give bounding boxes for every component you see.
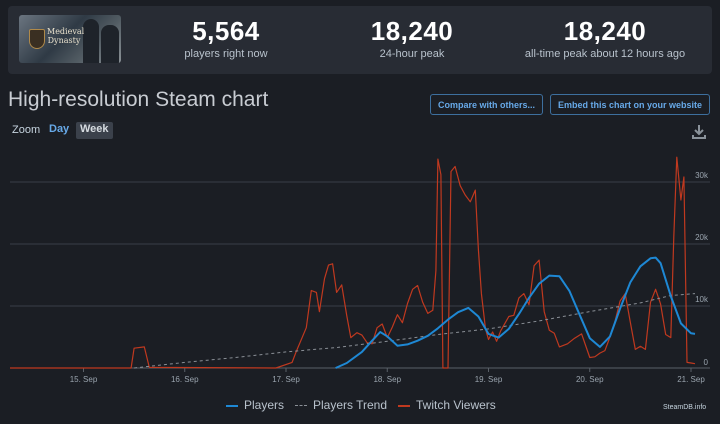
stat-label: all-time peak about 12 hours ago [524,48,686,60]
game-thumbnail[interactable]: Medieval Dynasty [19,15,121,63]
stat-all-time-peak: 18,240 all-time peak about 12 hours ago [520,16,690,60]
players-line [335,256,696,369]
legend-twitch-swatch [398,404,410,407]
chart-grid [10,181,710,372]
shield-icon [29,29,45,49]
game-logo-line2: Dynasty [47,36,81,45]
game-logo-line1: Medieval [47,27,85,36]
chart-labels: 0 10k 20k 30k 15. Sep 16. Sep 17. Sep 18. Sep 19… [70,171,709,384]
legend-trend-label: Players Trend [313,398,388,412]
stats-bar: Medieval Dynasty 5,564 players right now… [8,6,712,74]
legend-players-swatch [226,404,238,407]
page-title: High-resolution Steam chart [8,88,269,111]
zoom-week-button[interactable]: Week [76,122,113,139]
legend-players-trend[interactable]: Players Trend [295,398,387,412]
stat-players-now: 5,564 players right now [141,16,311,60]
legend-players[interactable]: Players [226,398,284,412]
x-tick-label: 19. Sep [475,375,503,384]
embed-button[interactable]: Embed this chart on your website [550,94,711,115]
players-chart[interactable]: 0 10k 20k 30k 15. Sep 16. Sep 17. Sep 18. Sep 19… [0,140,720,390]
x-tick-label: 18. Sep [373,375,401,384]
zoom-day-button[interactable]: Day [49,123,70,135]
knight-figure [83,19,99,63]
legend-twitch-viewers[interactable]: Twitch Viewers [398,398,496,412]
stat-value: 18,240 [370,16,454,46]
legend-players-label: Players [244,398,285,412]
chart-series [10,156,696,369]
x-tick-label: 16. Sep [171,375,199,384]
y-tick-label: 10k [695,295,709,304]
legend-trend-swatch [295,405,307,407]
game-logo: Medieval Dynasty [47,27,85,45]
steamdb-credit[interactable]: SteamDB.info [663,404,707,411]
stat-label: players right now [184,48,268,60]
knight-figure [101,25,119,63]
x-tick-label: 21. Sep [677,375,705,384]
y-tick-label: 30k [695,171,709,180]
stat-24h-peak: 18,240 24-hour peak [327,16,497,60]
legend-twitch-label: Twitch Viewers [416,398,496,412]
y-tick-label: 20k [695,233,709,242]
players-trend-line [134,293,696,369]
compare-button[interactable]: Compare with others... [430,94,544,115]
stat-label: 24-hour peak [379,48,445,60]
stat-value: 5,564 [192,16,260,46]
x-tick-label: 20. Sep [576,375,604,384]
x-tick-label: 17. Sep [272,375,300,384]
y-tick-label: 0 [704,358,709,367]
stat-value: 18,240 [563,16,647,46]
download-icon[interactable] [692,124,706,140]
twitch-viewers-line [10,156,696,369]
x-tick-label: 15. Sep [70,375,98,384]
zoom-label: Zoom [12,124,41,136]
